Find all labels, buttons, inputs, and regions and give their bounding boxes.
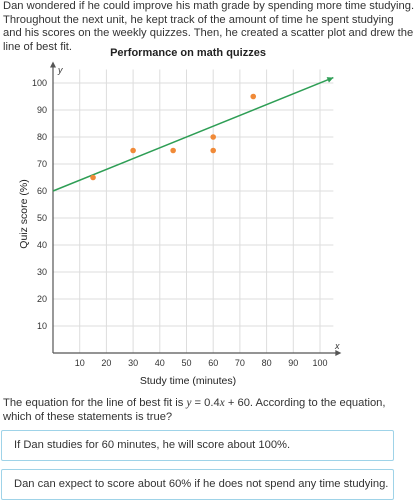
y-tick-label: 90 <box>37 105 47 115</box>
question-prefix: The equation for the line of best fit is <box>3 397 187 409</box>
y-axis-title: Quiz score (%) <box>18 179 30 248</box>
x-tick-label: 40 <box>155 358 165 368</box>
scatter-plot: Performance on math quizzes 10 20 30 40 50 60… <box>18 47 342 387</box>
y-tick-label: 50 <box>37 213 47 223</box>
x-tick-label: 50 <box>181 358 191 368</box>
data-point <box>90 174 96 181</box>
x-tick-label: 80 <box>262 358 272 368</box>
chart-title: Performance on math quizzes <box>110 47 266 59</box>
equation-middle: = 0.4 <box>191 397 220 409</box>
answer-choice-2[interactable]: Dan can expect to score about 60% if he … <box>1 469 394 500</box>
data-points <box>90 93 257 181</box>
data-point <box>170 147 176 154</box>
grid <box>53 69 334 353</box>
y-tick-label: 70 <box>37 159 47 169</box>
answer-choice-1[interactable]: If Dan studies for 60 minutes, he will s… <box>1 430 394 461</box>
y-tick-label: 10 <box>37 321 47 331</box>
tick-labels: 10 20 30 40 50 60 70 80 90 100 10 20 30 40 50 60 70 80 90 1… <box>32 78 328 368</box>
y-axis-arrow <box>50 61 56 68</box>
y-tick-label: 30 <box>37 267 47 277</box>
data-point <box>250 93 257 100</box>
equation-y-var: y <box>186 397 192 409</box>
x-axis-letter: x <box>334 341 340 351</box>
x-tick-label: 20 <box>101 358 111 368</box>
y-tick-label: 20 <box>37 294 47 304</box>
data-point <box>210 134 216 140</box>
x-tick-label: 60 <box>208 358 218 368</box>
x-axis-arrow <box>335 350 342 356</box>
best-fit-line <box>52 76 334 192</box>
intro-text: Dan wondered if he could improve his mat… <box>3 0 415 53</box>
x-tick-label: 10 <box>75 358 85 368</box>
x-tick-label: 100 <box>312 358 327 368</box>
x-tick-label: 30 <box>128 358 138 368</box>
x-axis-title: Study time (minutes) <box>140 375 236 387</box>
data-point <box>130 147 136 154</box>
y-tick-label: 100 <box>32 78 47 88</box>
x-tick-label: 90 <box>288 358 298 368</box>
y-tick-label: 80 <box>37 132 47 142</box>
question-suffix: . According to the equation, which of th… <box>3 397 386 423</box>
y-axis-letter: y <box>57 65 63 75</box>
y-tick-label: 60 <box>37 186 47 196</box>
question-text: The equation for the line of best fit is… <box>3 397 413 424</box>
y-tick-label: 40 <box>37 240 47 250</box>
equation-end: + 60 <box>224 397 250 409</box>
best-fit-line-group <box>52 76 334 192</box>
best-fit-line-arrow <box>326 77 334 83</box>
data-point <box>210 147 216 154</box>
x-tick-label: 70 <box>235 358 245 368</box>
equation-x-var: x <box>219 397 225 409</box>
axes <box>50 61 342 356</box>
